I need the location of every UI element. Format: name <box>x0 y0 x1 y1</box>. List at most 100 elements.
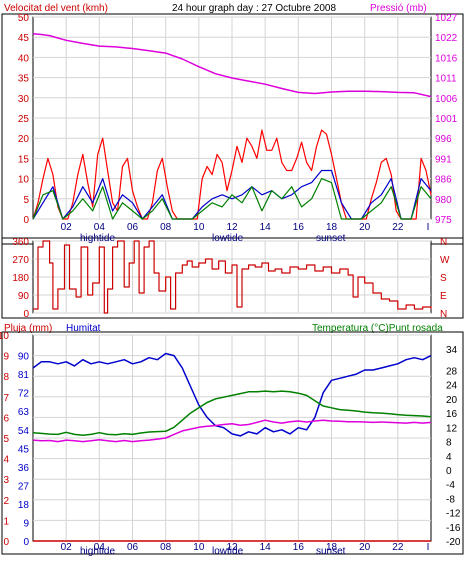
humidity-axis-label: Humitat <box>66 323 101 334</box>
panel-outer-middle <box>1 237 464 319</box>
humidity-tick-label: 36 <box>18 463 30 474</box>
x-tick-label: 02 <box>61 542 73 553</box>
x-tick-label: 12 <box>226 222 238 233</box>
x-tick-label: 18 <box>326 222 338 233</box>
wind-speed-tick-label: 30 <box>18 94 30 105</box>
humidity-tick-label: 9 <box>23 518 29 529</box>
wind-speed-tick-label: 25 <box>18 114 30 125</box>
x-tick-label: 10 <box>193 542 205 553</box>
wind-speed-tick-label: 15 <box>18 154 30 165</box>
rain-tick-label: 4 <box>3 455 9 466</box>
x-tick-label: 16 <box>293 222 305 233</box>
series-dewpoint <box>32 419 432 443</box>
rain-axis-label: Pluja (mm) <box>4 323 52 334</box>
hightide-label-bottom: hightide <box>80 546 115 556</box>
series-humidity <box>32 352 432 437</box>
x-tick-label: 14 <box>260 222 272 233</box>
series-direction <box>33 240 432 314</box>
graph-title: 24 hour graph day : 27 Octubre 2008 <box>172 3 336 14</box>
humidity-tick-label: 90 <box>18 352 30 363</box>
wind-direction-tick-label: 90 <box>18 291 30 302</box>
humidity-tick-label: 18 <box>18 500 30 511</box>
pressure-tick-label: 991 <box>435 154 452 165</box>
sunset-label-bottom: sunset <box>316 546 346 556</box>
rain-tick-label: 1 <box>3 516 9 527</box>
temperature-tick-label: -16 <box>446 523 461 534</box>
pressure-axis-label: Pressió (mb) <box>370 3 427 14</box>
rain-tick-label: 3 <box>3 475 9 486</box>
temperature-tick-label: 20 <box>446 395 458 406</box>
pressure-tick-label: 980 <box>435 195 452 206</box>
x-tick-label: 20 <box>359 542 371 553</box>
panel-frames <box>1 13 464 555</box>
lowtide-label-top: lowtide <box>212 233 244 244</box>
rain-tick-label: 7 <box>3 393 9 404</box>
x-tick-label: 04 <box>94 222 106 233</box>
x-tick-label: 14 <box>260 542 272 553</box>
hightide-label-top: hightide <box>80 233 115 244</box>
wind-speed-tick-label: 5 <box>23 195 29 206</box>
wind-direction-tick-label: 180 <box>12 273 29 284</box>
pressure-tick-label: 1011 <box>435 74 457 85</box>
wind-speed-tick-label: 10 <box>18 175 30 186</box>
temperature-tick-label: 28 <box>446 367 458 378</box>
humidity-tick-label: 54 <box>18 426 30 437</box>
rain-tick-label: 2 <box>3 496 9 507</box>
x-tick-label: I <box>427 542 430 553</box>
temperature-tick-label: 8 <box>446 438 452 449</box>
temperature-tick-label: -8 <box>446 494 455 505</box>
wind-direction-tick-label: 270 <box>12 255 29 266</box>
x-tick-label: 04 <box>94 542 106 553</box>
x-tick-label: 08 <box>160 222 172 233</box>
wind-direction-tick-label: 0 <box>23 309 29 320</box>
pressure-tick-label: 1016 <box>435 53 458 64</box>
wind-speed-axis-label: Velocitat del vent (kmh) <box>4 3 108 14</box>
x-tick-label: 12 <box>226 542 238 553</box>
rain-tick-label: 0 <box>3 537 9 548</box>
rain-tick-label: 5 <box>3 434 9 445</box>
humidity-tick-label: 0 <box>23 537 29 548</box>
x-tick-label: 20 <box>359 222 371 233</box>
x-tick-label: 22 <box>392 222 404 233</box>
sunset-label-top: sunset <box>316 233 346 244</box>
humidity-tick-label: 81 <box>18 370 30 381</box>
x-tick-label: 06 <box>127 542 139 553</box>
pressure-tick-label: 996 <box>435 134 452 145</box>
humidity-tick-label: 27 <box>18 481 30 492</box>
x-tick-label: 02 <box>61 222 73 233</box>
compass-tick-label: N <box>440 309 447 320</box>
wind-speed-tick-label: 0 <box>23 215 29 226</box>
pressure-tick-label: 986 <box>435 175 452 186</box>
x-tick-label: 06 <box>127 222 139 233</box>
temperature-tick-label: 16 <box>446 409 458 420</box>
wind-direction-tick-label: 360 <box>12 237 29 248</box>
series-pressure <box>32 32 432 98</box>
rain-tick-label: 9 <box>3 352 9 363</box>
wind-speed-tick-label: 40 <box>18 53 30 64</box>
temperature-tick-label: -4 <box>446 480 455 491</box>
x-tick-label: 16 <box>293 542 305 553</box>
lowtide-label-bottom: lowtide <box>212 546 244 556</box>
series-wind-blue <box>32 169 432 220</box>
x-tick-label: 18 <box>326 542 338 553</box>
temperature-tick-label: 12 <box>446 423 458 434</box>
pressure-tick-label: 1001 <box>435 114 458 125</box>
rain-tick-label: 8 <box>3 372 9 383</box>
compass-tick-label: N <box>440 237 447 248</box>
temperature-tick-label: 4 <box>446 452 452 463</box>
series-wind-green <box>32 178 432 220</box>
wind-speed-tick-label: 50 <box>18 13 30 24</box>
pressure-tick-label: 1027 <box>435 13 458 24</box>
x-tick-label: 10 <box>193 222 205 233</box>
x-tick-label: 22 <box>392 542 404 553</box>
axis-text-layer: 02 04 06 08 10 12 14 16 18 20 22 I02 04 06 08 10 12 14 16 1… <box>0 13 461 553</box>
humidity-tick-label: 63 <box>18 407 30 418</box>
compass-tick-label: S <box>440 273 447 284</box>
temperature-tick-label: -20 <box>446 537 461 548</box>
panel-outer-bottom <box>1 331 464 555</box>
rain-tick-label: 6 <box>3 413 9 424</box>
chart-data-layer <box>32 32 432 542</box>
temperature-dewpoint-axis-label: Temperatura (°C)Punt rosada <box>312 323 443 334</box>
pressure-tick-label: 1006 <box>435 94 458 105</box>
pressure-tick-label: 1022 <box>435 33 458 44</box>
